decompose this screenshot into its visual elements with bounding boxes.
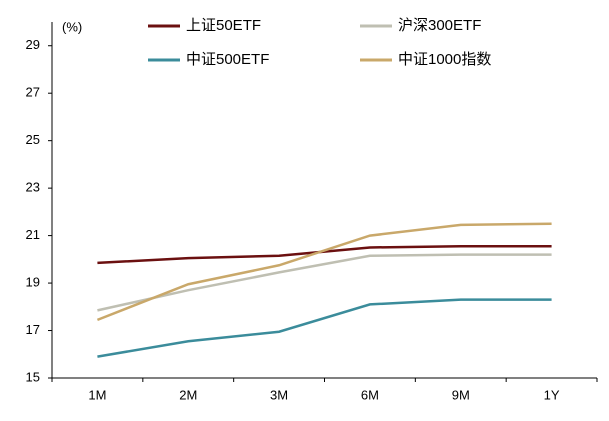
y-axis-label: (%) — [62, 19, 82, 34]
series-line — [97, 298, 552, 358]
series-line — [96, 222, 552, 322]
y-tick-label: 17 — [26, 322, 40, 337]
y-tick-label: 15 — [26, 369, 40, 384]
legend-label: 沪深300ETF — [398, 17, 481, 34]
x-tick-label: 6M — [361, 387, 379, 402]
x-tick-label: 9M — [452, 387, 470, 402]
y-tick-label: 27 — [26, 85, 40, 100]
y-tick-label: 21 — [26, 227, 40, 242]
y-tick-label: 19 — [26, 275, 40, 290]
x-tick-label: 2M — [179, 387, 197, 402]
y-tick-label: 23 — [26, 180, 40, 195]
x-tick-label: 3M — [270, 387, 288, 402]
legend-label: 上证50ETF — [186, 17, 261, 34]
legend-label: 中证1000指数 — [398, 51, 491, 68]
y-tick-label: 29 — [26, 37, 40, 52]
x-tick-label: 1M — [88, 387, 106, 402]
x-tick-label: 1Y — [544, 387, 560, 402]
legend-label: 中证500ETF — [186, 51, 269, 68]
y-tick-label: 25 — [26, 132, 40, 147]
series-line — [97, 253, 552, 312]
